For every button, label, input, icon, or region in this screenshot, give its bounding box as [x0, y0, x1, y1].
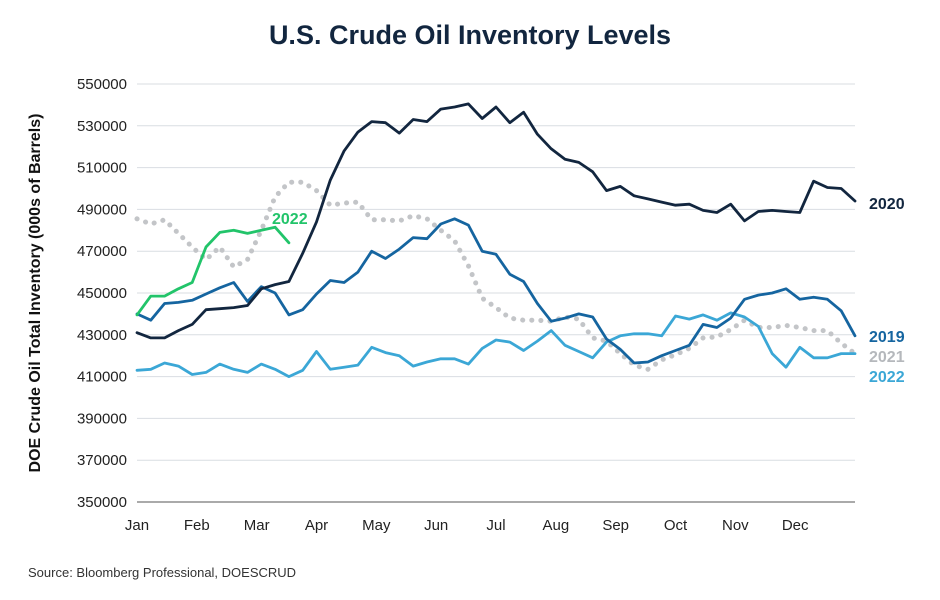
x-tick-label: May — [362, 517, 391, 534]
y-tick-label: 350000 — [77, 494, 127, 511]
x-tick-label: Sep — [602, 517, 629, 534]
x-tick-label: Aug — [542, 517, 569, 534]
y-axis-label: DOE Crude Oil Total Inventory (000s of B… — [27, 114, 44, 473]
y-tick-label: 410000 — [77, 369, 127, 386]
x-tick-label: Mar — [244, 517, 270, 534]
series-line-2022 — [135, 225, 291, 317]
gridlines — [137, 83, 855, 461]
x-tick-label: Oct — [664, 517, 688, 534]
x-tick-label: Jul — [486, 517, 505, 534]
series-label-2022: 2022 — [869, 369, 905, 386]
y-tick-label: 530000 — [77, 118, 127, 135]
y-tick-label: 390000 — [77, 410, 127, 427]
x-tick-label: Nov — [722, 517, 749, 534]
source-note: Source: Bloomberg Professional, DOESCRUD — [28, 565, 297, 580]
series-line-2019 — [135, 217, 857, 365]
series-label-2021: 2021 — [869, 349, 905, 366]
y-tick-label: 510000 — [77, 160, 127, 177]
y-tick-label: 470000 — [77, 243, 127, 260]
series-line-2022 — [135, 311, 857, 379]
series-label-2020: 2020 — [869, 196, 905, 213]
x-tick-label: Jan — [125, 517, 149, 534]
y-tick-label: 550000 — [77, 76, 127, 93]
x-tick-label: Dec — [782, 517, 809, 534]
series-lines — [134, 102, 858, 379]
x-tick-label: Feb — [184, 517, 210, 534]
x-axis-ticks: Jan Feb Mar Apr May Jun Jul Aug Sep Oct Nov Dec — [125, 517, 809, 534]
y-tick-label: 450000 — [77, 285, 127, 302]
y-axis-ticks: 350000 370000 390000 410000 430000 450000 4700… — [77, 76, 127, 511]
y-tick-label: 430000 — [77, 327, 127, 344]
y-tick-label: 370000 — [77, 452, 127, 469]
chart-title: U.S. Crude Oil Inventory Levels — [268, 20, 672, 50]
x-tick-label: Jun — [424, 517, 448, 534]
series-label-2019: 2019 — [869, 329, 905, 346]
series-label-2022-inline: 2022 — [272, 211, 308, 228]
y-tick-label: 490000 — [77, 201, 127, 218]
series-line-2021 — [134, 179, 858, 372]
series-line-2020 — [135, 102, 857, 340]
x-tick-label: Apr — [305, 517, 328, 534]
